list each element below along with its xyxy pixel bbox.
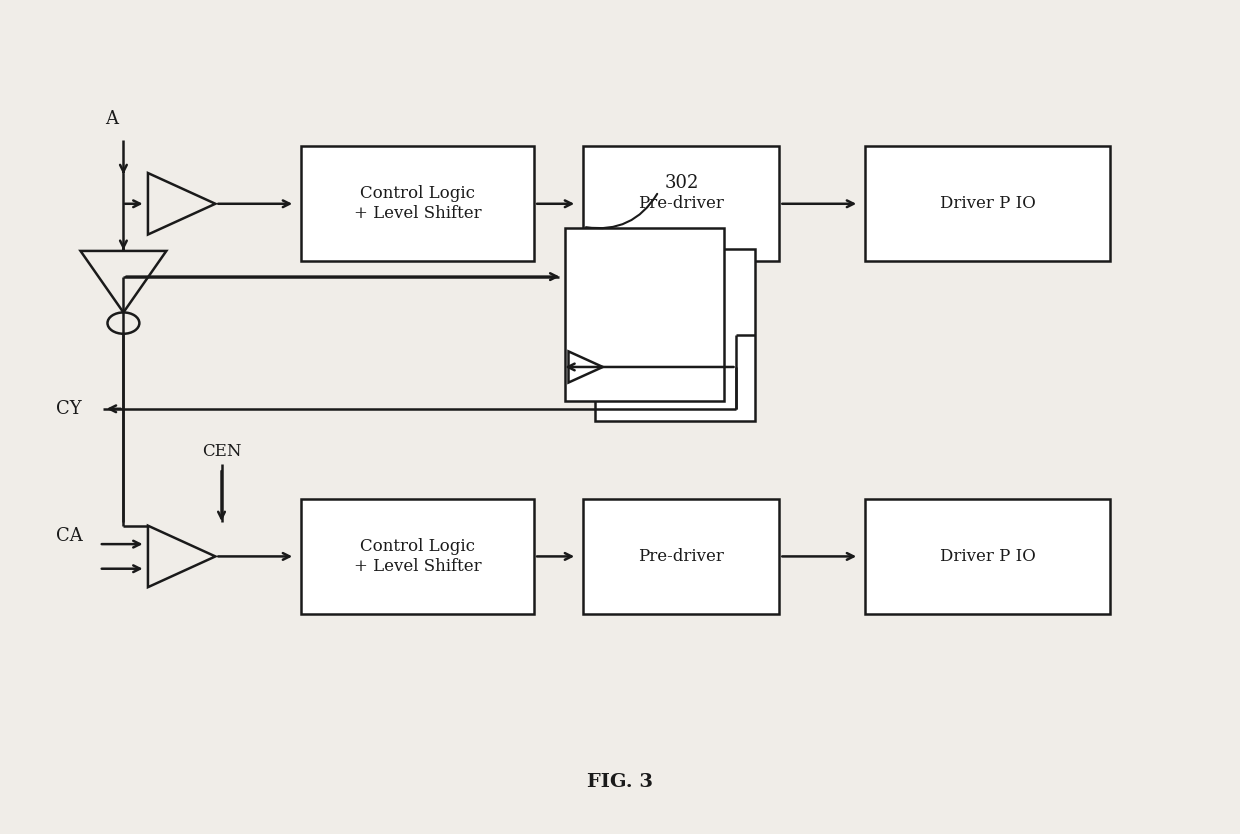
Bar [301,499,534,614]
Text: Pre-driver: Pre-driver [639,195,724,213]
Bar [583,499,780,614]
Bar [301,146,534,261]
Bar [583,146,780,261]
Text: CEN: CEN [202,443,242,460]
Text: CY: CY [56,399,82,418]
Text: CA: CA [56,527,83,545]
Bar [866,146,1111,261]
Text: A: A [104,110,118,128]
Bar [595,249,755,421]
Bar [866,499,1111,614]
Text: Control Logic
+ Level Shifter: Control Logic + Level Shifter [353,538,481,575]
Text: Driver P IO: Driver P IO [940,195,1035,213]
Text: Control Logic
+ Level Shifter: Control Logic + Level Shifter [353,185,481,222]
Bar [565,229,724,400]
Text: Driver P IO: Driver P IO [940,548,1035,565]
Text: Pre-driver: Pre-driver [639,548,724,565]
Text: 302: 302 [665,174,699,193]
Text: FIG. 3: FIG. 3 [587,773,653,791]
